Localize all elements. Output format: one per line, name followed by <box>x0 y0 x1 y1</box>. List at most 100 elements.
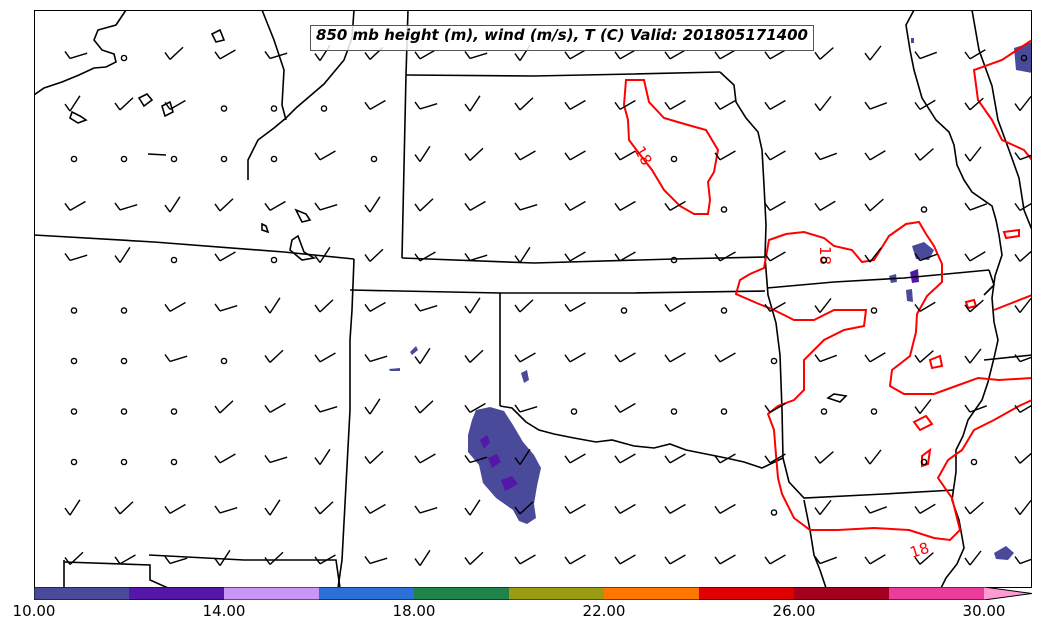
wind-barb <box>614 503 636 514</box>
wind-barb-staff <box>569 554 586 565</box>
wind-barb <box>464 200 486 211</box>
wind-barb <box>214 453 236 464</box>
wind-barb <box>764 150 786 161</box>
wind-barb-staff <box>919 148 934 161</box>
wind-barb <box>464 402 486 413</box>
wind-barb-feather <box>314 556 321 565</box>
wind-barb-staff <box>669 503 686 514</box>
wind-barb <box>164 503 186 514</box>
wind-barb-staff <box>919 350 934 363</box>
shade-spot-1 <box>521 370 529 383</box>
wind-barb-feather <box>414 405 421 414</box>
wind-barb <box>964 97 984 111</box>
colorbar-segment <box>509 587 604 600</box>
wind-barb <box>214 400 234 414</box>
wind-barb-feather <box>114 202 121 211</box>
calm-wind-marker <box>920 458 928 466</box>
wind-barb-staff <box>719 453 736 464</box>
wind-barb-staff <box>369 248 384 262</box>
wind-barb <box>664 301 686 312</box>
wind-barb <box>114 97 134 111</box>
wind-barb-feather <box>964 304 971 313</box>
wind-barb-staff <box>119 97 134 111</box>
wind-barb-staff <box>669 554 686 565</box>
wind-barb <box>914 398 932 415</box>
wind-barb-feather <box>364 456 371 464</box>
wind-barb <box>414 145 431 162</box>
wind-barb <box>914 148 934 161</box>
wind-barb-staff <box>769 49 786 60</box>
wind-barb <box>114 202 138 211</box>
isotherm-loop-3 <box>928 354 944 370</box>
wind-barb-feather <box>314 304 321 313</box>
boundary-sd-ne <box>405 71 721 77</box>
wind-barb-staff <box>869 352 886 363</box>
temperature-shading <box>389 38 1032 560</box>
wind-barb <box>514 352 536 363</box>
wind-barb-feather <box>764 202 771 211</box>
wind-barb-feather <box>464 557 471 565</box>
wind-barb <box>414 549 431 566</box>
wind-barb-staff <box>719 503 736 514</box>
wind-barb <box>464 455 488 464</box>
wind-barb <box>414 198 434 212</box>
wind-barb <box>514 404 538 413</box>
wind-barb-feather <box>664 556 671 565</box>
colorbar-tick-label: 10.00 <box>12 602 56 620</box>
wind-barb-feather <box>514 354 521 363</box>
wind-barb <box>814 200 836 211</box>
wind-barb-staff <box>869 554 886 565</box>
wind-barb-feather <box>864 52 871 61</box>
calm-wind-marker <box>70 307 78 314</box>
wind-barb-staff <box>719 150 736 161</box>
wind-barb-feather <box>564 253 571 262</box>
shade-region-illinois <box>912 242 934 260</box>
wind-barb-feather <box>464 51 471 59</box>
wind-barb-staff <box>819 297 832 314</box>
wind-barb <box>614 251 636 262</box>
wind-barb-staff <box>269 402 286 413</box>
wind-barb-feather <box>664 101 671 110</box>
wind-barb <box>414 347 431 364</box>
wind-barb-staff <box>169 355 188 363</box>
wind-barb-feather <box>664 202 671 211</box>
wind-barb-feather <box>914 354 921 363</box>
wind-barb <box>264 402 286 413</box>
contour-north-2 <box>247 10 355 180</box>
wind-barb-staff <box>269 349 284 363</box>
wind-barb <box>964 202 988 211</box>
wind-barb-feather <box>314 53 321 61</box>
wind-barb <box>314 150 336 161</box>
wind-barb-staff <box>469 95 481 112</box>
wind-barb <box>864 198 884 212</box>
wind-barb-feather <box>714 556 721 565</box>
wind-barb-staff <box>119 204 138 211</box>
wind-barb-feather <box>864 556 871 565</box>
wind-barb-staff <box>369 557 388 565</box>
wind-barb-staff <box>419 251 436 262</box>
wind-barb-staff <box>569 453 586 464</box>
wind-barb <box>414 251 436 262</box>
wind-barb <box>764 251 786 262</box>
wind-barb <box>814 354 838 363</box>
calm-wind-marker <box>120 307 128 314</box>
wind-barb-staff <box>469 147 484 161</box>
wind-barb <box>714 150 736 161</box>
wind-barb-feather <box>164 52 171 60</box>
wind-barb-staff <box>169 196 181 213</box>
wind-barb-feather <box>64 103 71 112</box>
isotherm-kansas <box>622 79 720 215</box>
wind-barb-feather <box>514 53 521 61</box>
wind-barb-feather <box>214 303 221 312</box>
wind-barb <box>364 503 386 514</box>
colorbar-segment <box>794 587 889 600</box>
wind-barb-feather <box>914 556 921 565</box>
wind-barb-staff <box>519 448 531 465</box>
wind-barb-feather <box>714 152 721 161</box>
wind-barb <box>314 299 334 313</box>
wind-barb <box>714 352 736 363</box>
boundary-ks-ok <box>500 290 766 294</box>
wind-barb-feather <box>814 556 821 564</box>
wind-barb-staff <box>1019 154 1032 161</box>
calm-wind-marker <box>170 408 178 415</box>
